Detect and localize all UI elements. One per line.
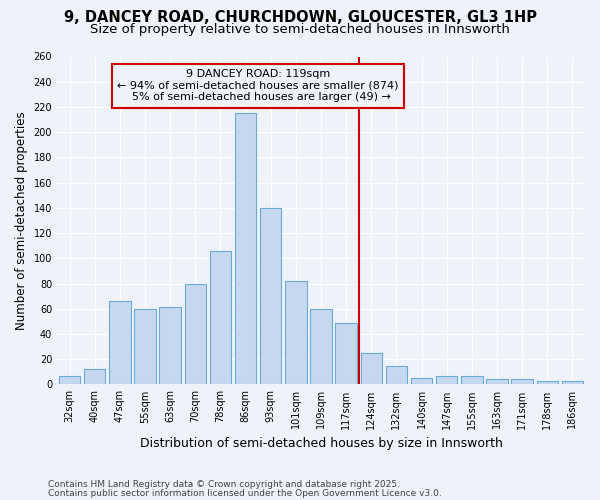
Bar bbox=[511, 380, 533, 384]
Bar bbox=[487, 380, 508, 384]
Bar bbox=[411, 378, 432, 384]
Bar bbox=[335, 322, 357, 384]
Bar bbox=[210, 250, 231, 384]
Bar bbox=[536, 380, 558, 384]
Bar bbox=[134, 309, 156, 384]
Bar bbox=[109, 301, 131, 384]
Bar bbox=[59, 376, 80, 384]
Bar bbox=[285, 281, 307, 384]
Text: 9, DANCEY ROAD, CHURCHDOWN, GLOUCESTER, GL3 1HP: 9, DANCEY ROAD, CHURCHDOWN, GLOUCESTER, … bbox=[64, 10, 536, 25]
Bar bbox=[235, 114, 256, 384]
Bar bbox=[361, 353, 382, 384]
Bar bbox=[310, 309, 332, 384]
Text: Contains public sector information licensed under the Open Government Licence v3: Contains public sector information licen… bbox=[48, 488, 442, 498]
Text: Contains HM Land Registry data © Crown copyright and database right 2025.: Contains HM Land Registry data © Crown c… bbox=[48, 480, 400, 489]
Y-axis label: Number of semi-detached properties: Number of semi-detached properties bbox=[15, 111, 28, 330]
Bar bbox=[386, 366, 407, 384]
Text: 9 DANCEY ROAD: 119sqm
← 94% of semi-detached houses are smaller (874)
  5% of se: 9 DANCEY ROAD: 119sqm ← 94% of semi-deta… bbox=[118, 69, 399, 102]
Bar bbox=[436, 376, 457, 384]
Bar bbox=[461, 376, 482, 384]
Bar bbox=[562, 380, 583, 384]
Bar bbox=[260, 208, 281, 384]
Bar bbox=[160, 308, 181, 384]
Bar bbox=[185, 284, 206, 384]
X-axis label: Distribution of semi-detached houses by size in Innsworth: Distribution of semi-detached houses by … bbox=[140, 437, 502, 450]
Bar bbox=[84, 370, 106, 384]
Text: Size of property relative to semi-detached houses in Innsworth: Size of property relative to semi-detach… bbox=[90, 22, 510, 36]
